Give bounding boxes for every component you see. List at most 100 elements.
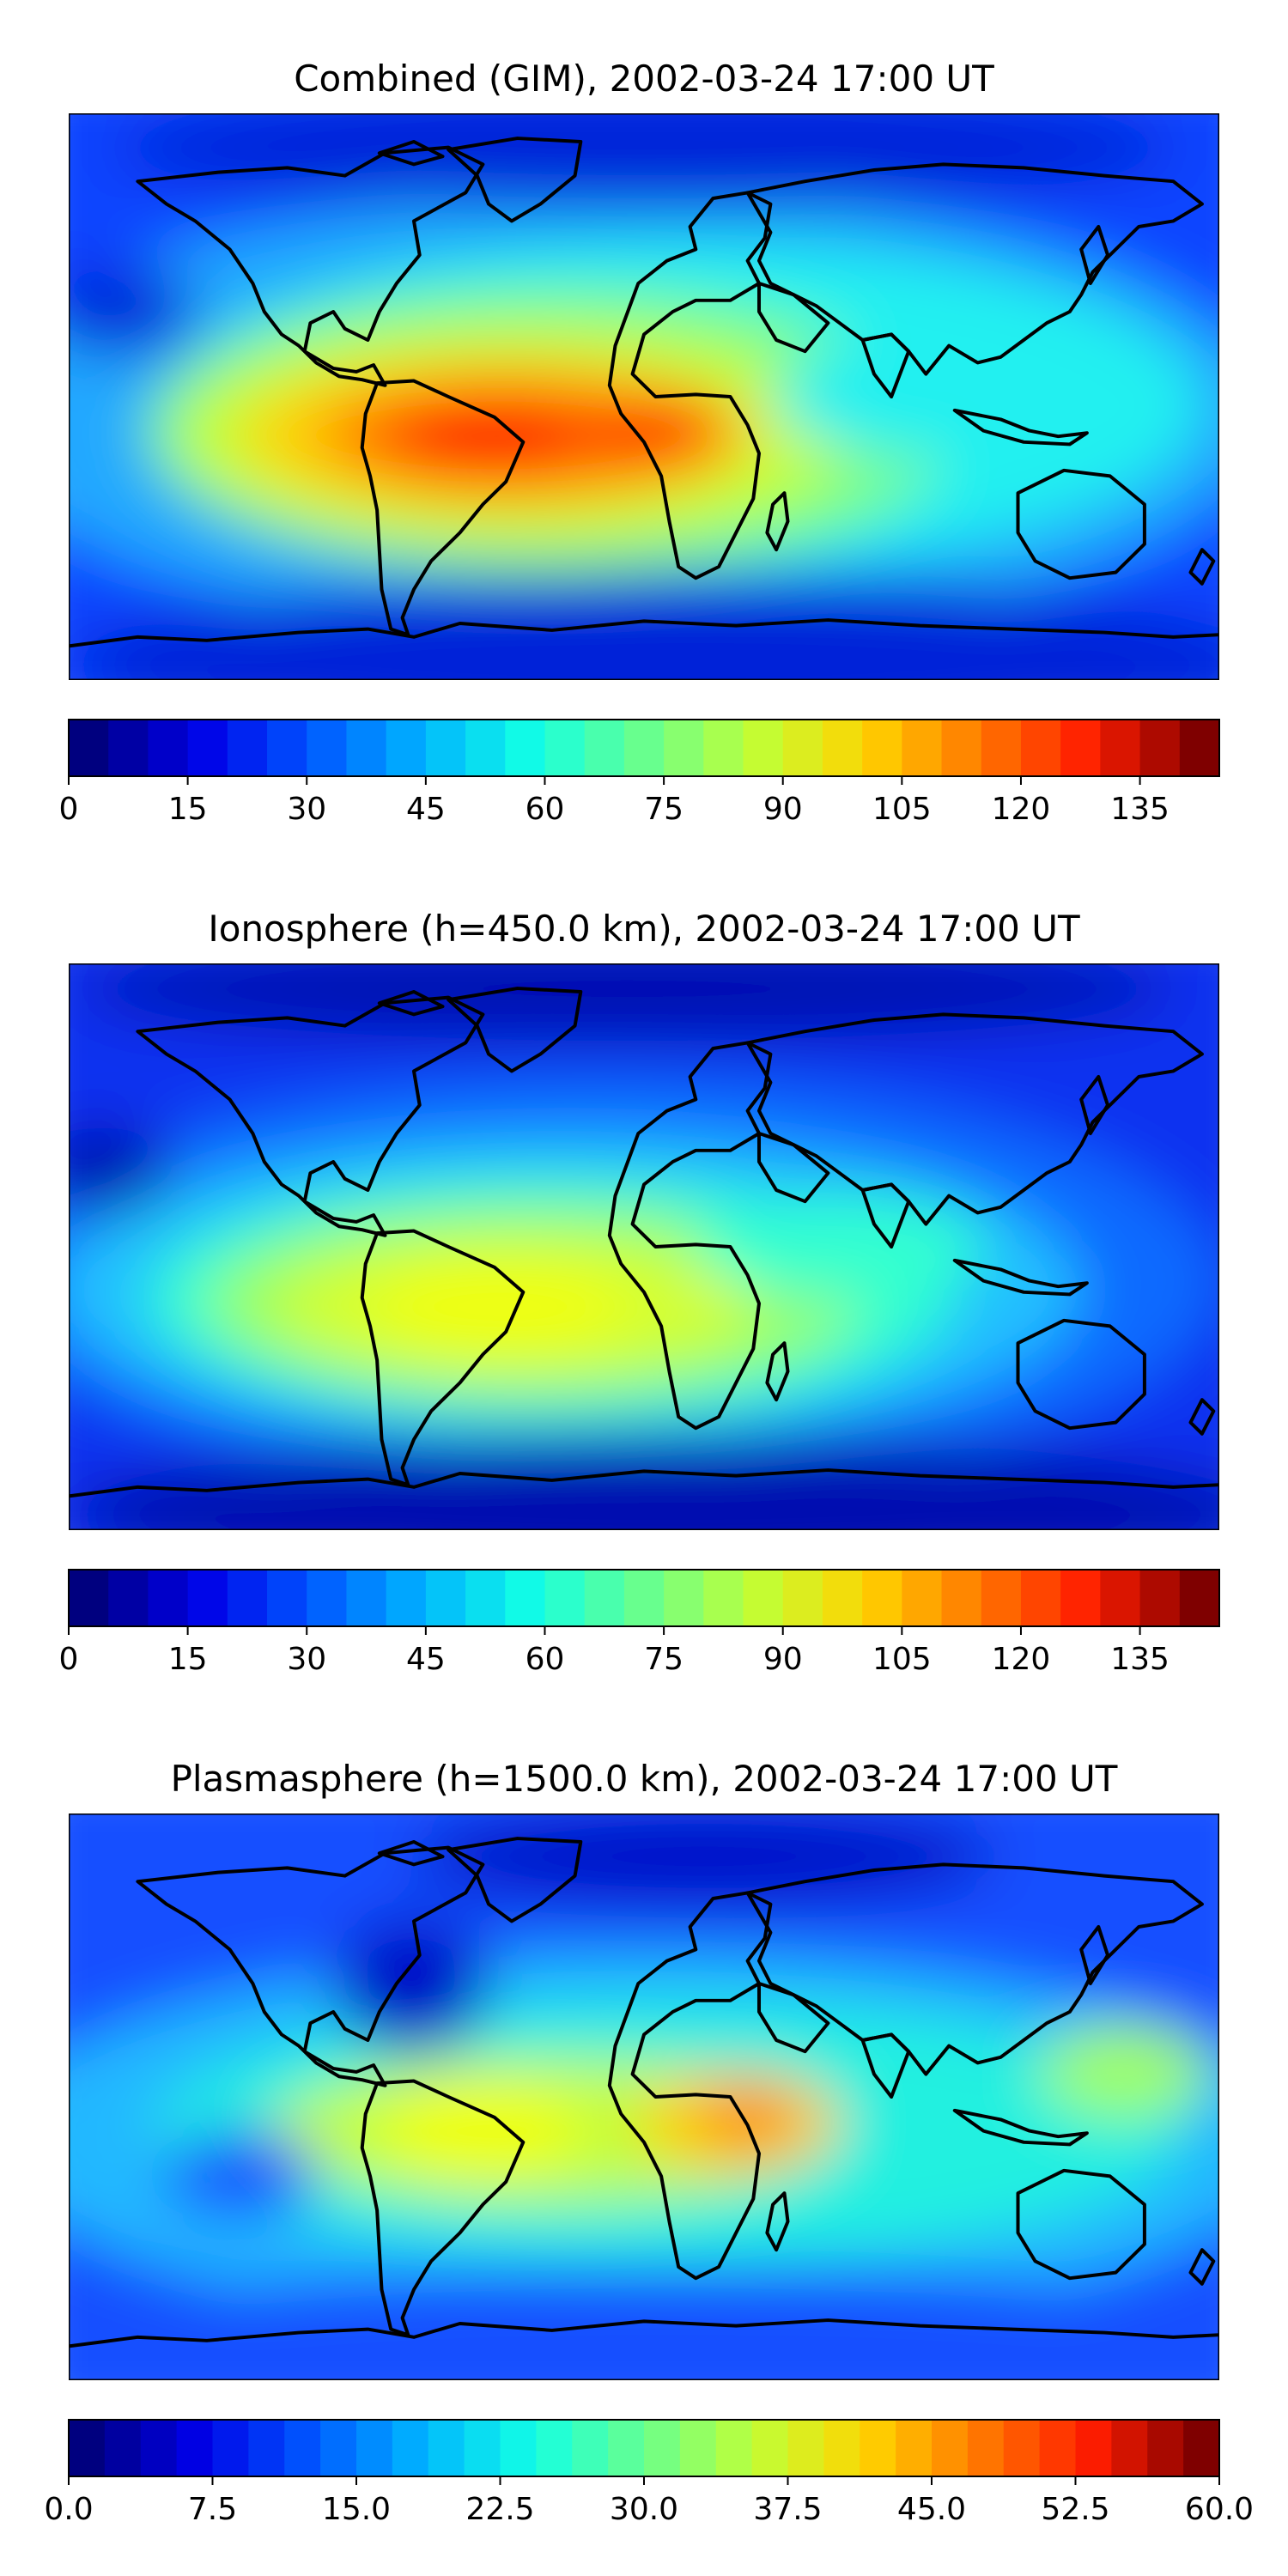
colorbar-swatch [782,720,823,776]
colorbar-swatch [1003,2420,1041,2476]
colorbar-swatch [148,1570,189,1626]
colorbar-swatch [715,2420,753,2476]
colorbar-swatch [572,2420,609,2476]
colorbar-swatch [187,720,228,776]
colorbar-swatch [248,2420,285,2476]
colorbar-swatch [743,720,784,776]
colorbar-tick-label: 90 [763,792,803,827]
colorbar-swatch [751,2420,789,2476]
colorbar-swatch [823,2420,860,2476]
colorbar-tick-label: 135 [1110,792,1170,827]
colorbar-swatch [392,2420,429,2476]
colorbar-tick-label: 45 [406,1642,446,1677]
colorbar-swatch [623,1570,665,1626]
colorbar-swatch [108,720,149,776]
colorbar-swatch [862,720,902,776]
colorbar-swatch [860,2420,896,2476]
colorbar-swatch [787,2420,824,2476]
colorbar-swatch [584,720,625,776]
colorbar-swatch [148,720,189,776]
colorbar-tick-label: 90 [763,1642,803,1677]
colorbar-swatch [703,720,744,776]
colorbar-swatch [69,1570,109,1626]
colorbar-tick-label: 22.5 [465,2492,534,2527]
colorbar-swatch [664,720,704,776]
colorbar-swatch [267,720,307,776]
colorbar-tick-label: 105 [872,1642,932,1677]
panel-ionosphere: Ionosphere (h=450.0 km), 2002-03-24 17:0… [59,908,1220,1677]
colorbar-swatch [425,720,466,776]
colorbar-swatch [822,1570,863,1626]
panel-title-combined: Combined (GIM), 2002-03-24 17:00 UT [294,58,994,100]
colorbar-combined: 0 15 30 45 60 75 90 105 120 135 [59,719,1220,827]
colorbar-swatch [176,2420,214,2476]
colorbar-tick-label: 60 [526,792,565,827]
colorbar-swatch [902,1570,943,1626]
colorbar-tick-label: 15 [168,792,208,827]
colorbar-tick-label: 75 [644,792,683,827]
panel-title-plasmasphere: Plasmasphere (h=1500.0 km), 2002-03-24 1… [171,1758,1118,1800]
colorbar-swatch [227,720,268,776]
colorbar-swatch [1179,720,1220,776]
colorbar-swatch [536,2420,573,2476]
colorbar-swatch [941,1570,982,1626]
colorbar-tick-label: 37.5 [753,2492,822,2527]
colorbar-swatch [425,1570,466,1626]
colorbar-tick-label: 0.0 [44,2492,93,2527]
colorbar-swatch [320,2420,357,2476]
colorbar-swatch [1060,720,1101,776]
colorbar-swatch [307,720,348,776]
colorbar-swatch [623,720,665,776]
colorbar-tick-label: 30.0 [610,2492,678,2527]
colorbar-tick-label: 60 [526,1642,565,1677]
colorbar-swatch [465,1570,506,1626]
panel-title-ionosphere: Ionosphere (h=450.0 km), 2002-03-24 17:0… [208,908,1080,950]
map-ionosphere [69,963,1219,1530]
colorbar-swatch [1100,1570,1141,1626]
colorbar-swatch [227,1570,268,1626]
colorbar-swatch [544,1570,586,1626]
colorbar-swatch [386,1570,427,1626]
colorbar-tick-label: 75 [644,1642,683,1677]
colorbar-swatch [544,720,586,776]
colorbar-swatch [465,720,506,776]
colorbar-swatch [1183,2420,1220,2476]
colorbar-swatch [505,1570,546,1626]
colorbar-plasmasphere: 0.0 7.5 15.0 22.5 30.0 37.5 45.0 52.5 60.0 [44,2419,1254,2527]
colorbar-swatch [1020,720,1061,776]
map-plasmasphere [69,1814,1219,2380]
panel-combined: Combined (GIM), 2002-03-24 17:00 UT [59,58,1220,827]
colorbar-swatch [644,2420,681,2476]
colorbar-swatch [902,720,943,776]
colorbar-swatch [1179,1570,1220,1626]
colorbar-swatch [307,1570,348,1626]
colorbar-tick-label: 30 [287,1642,326,1677]
colorbar-swatch [500,2420,537,2476]
colorbar-swatch [584,1570,625,1626]
colorbar-swatch [981,1570,1022,1626]
colorbar-tick-label: 15.0 [322,2492,391,2527]
colorbar-swatch [1111,2420,1148,2476]
colorbar-swatch [1075,2420,1112,2476]
colorbar-swatch [664,1570,704,1626]
colorbar-swatch [967,2420,1005,2476]
colorbar-swatch [69,720,109,776]
colorbar-tick-label: 120 [992,792,1051,827]
colorbar-swatch [862,1570,902,1626]
colorbar-ionosphere: 0 15 30 45 60 75 90 105 120 135 [59,1569,1220,1677]
colorbar-swatch [428,2420,465,2476]
colorbar-swatch [140,2420,178,2476]
colorbar-swatch [346,1570,387,1626]
colorbar-swatch [267,1570,307,1626]
colorbar-swatch [896,2420,933,2476]
colorbar-swatch [212,2420,249,2476]
colorbar-tick-label: 0 [59,1642,79,1677]
colorbar-swatch [981,720,1022,776]
colorbar-swatch [1139,720,1181,776]
colorbar-tick-label: 15 [168,1642,208,1677]
colorbar-tick-label: 120 [992,1642,1051,1677]
colorbar-tick-label: 7.5 [188,2492,237,2527]
panel-plasmasphere: Plasmasphere (h=1500.0 km), 2002-03-24 1… [44,1758,1254,2527]
colorbar-swatch [1020,1570,1061,1626]
colorbar-swatch [1147,2420,1184,2476]
